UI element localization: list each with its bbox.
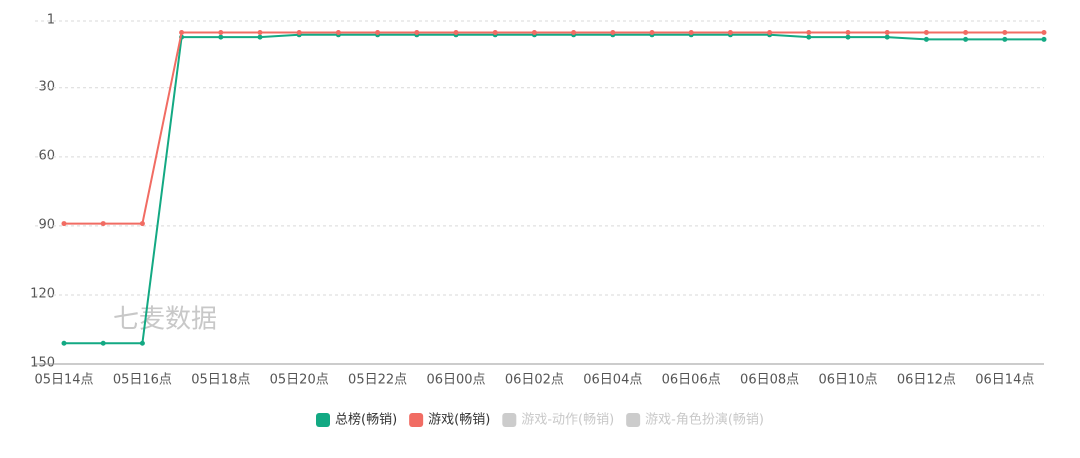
data-point bbox=[414, 30, 420, 36]
data-point bbox=[257, 34, 263, 40]
data-point bbox=[61, 340, 67, 346]
data-point bbox=[375, 30, 381, 36]
x-tick-label: 06日02点 bbox=[505, 373, 564, 388]
x-tick-label: 05日18点 bbox=[191, 373, 250, 388]
data-point bbox=[806, 34, 812, 40]
x-tick-label: 06日12点 bbox=[897, 373, 956, 388]
data-point bbox=[688, 30, 694, 36]
y-tick-label: 120 bbox=[30, 286, 55, 301]
data-point bbox=[218, 34, 224, 40]
legend-swatch[interactable] bbox=[409, 413, 424, 427]
data-point bbox=[492, 30, 498, 36]
data-point bbox=[884, 34, 890, 40]
x-tick-label: 06日06点 bbox=[662, 373, 721, 388]
data-point bbox=[61, 221, 67, 227]
data-point bbox=[727, 30, 733, 36]
x-tick-label: 05日14点 bbox=[34, 373, 93, 388]
y-tick-label: 30 bbox=[38, 79, 55, 94]
data-point bbox=[1002, 30, 1008, 36]
legend: 总榜(畅销) 游戏(畅销) 游戏-动作(畅销) 游戏-角色扮演(畅销) bbox=[316, 412, 764, 428]
x-tick-label: 05日16点 bbox=[113, 373, 172, 388]
x-tick-label: 05日22点 bbox=[348, 373, 407, 388]
data-point bbox=[139, 340, 145, 346]
data-point bbox=[923, 30, 929, 36]
x-tick-label: 06日14点 bbox=[975, 373, 1034, 388]
data-point bbox=[100, 340, 106, 346]
x-tick-label: 06日04点 bbox=[583, 373, 642, 388]
legend-label[interactable]: 游戏-动作(畅销) bbox=[521, 413, 614, 428]
legend-swatch[interactable] bbox=[316, 413, 330, 427]
legend-swatch[interactable] bbox=[626, 413, 641, 427]
data-point bbox=[453, 30, 459, 36]
x-tick-label: 05日20点 bbox=[270, 373, 329, 388]
data-point bbox=[257, 30, 263, 36]
legend-label[interactable]: 游戏-角色扮演(畅销) bbox=[645, 412, 764, 428]
y-tick-label: 90 bbox=[38, 217, 55, 232]
data-point bbox=[963, 30, 969, 36]
y-tick-label: 1 bbox=[47, 13, 55, 28]
data-point bbox=[806, 30, 812, 36]
legend-swatch[interactable] bbox=[502, 413, 517, 427]
legend-label[interactable]: 总榜(畅销) bbox=[335, 412, 397, 428]
data-point bbox=[884, 30, 890, 36]
data-point bbox=[845, 30, 851, 36]
data-point bbox=[531, 30, 537, 36]
data-point bbox=[139, 221, 145, 227]
series-line bbox=[64, 31, 1044, 225]
y-tick-label: 150 bbox=[30, 356, 55, 371]
data-point bbox=[218, 30, 224, 36]
data-point bbox=[649, 30, 655, 36]
data-point bbox=[1002, 36, 1008, 42]
y-tick-label: 60 bbox=[38, 148, 55, 163]
data-point bbox=[571, 30, 577, 36]
data-point bbox=[845, 34, 851, 40]
legend-label[interactable]: 游戏(畅销) bbox=[428, 413, 490, 428]
data-point bbox=[179, 30, 185, 36]
x-tick-label: 06日08点 bbox=[740, 373, 799, 388]
data-point bbox=[335, 30, 341, 36]
x-tick-label: 06日00点 bbox=[426, 373, 485, 388]
data-point bbox=[296, 30, 302, 36]
series-line bbox=[64, 33, 1044, 345]
data-point bbox=[767, 30, 773, 36]
data-point bbox=[1041, 30, 1047, 36]
data-point bbox=[610, 30, 616, 36]
data-point bbox=[1041, 36, 1047, 42]
watermark: 七麦数据 bbox=[113, 305, 217, 335]
data-point bbox=[963, 36, 969, 42]
data-point bbox=[100, 221, 106, 227]
data-point bbox=[923, 36, 929, 42]
x-tick-label: 06日10点 bbox=[818, 373, 877, 388]
